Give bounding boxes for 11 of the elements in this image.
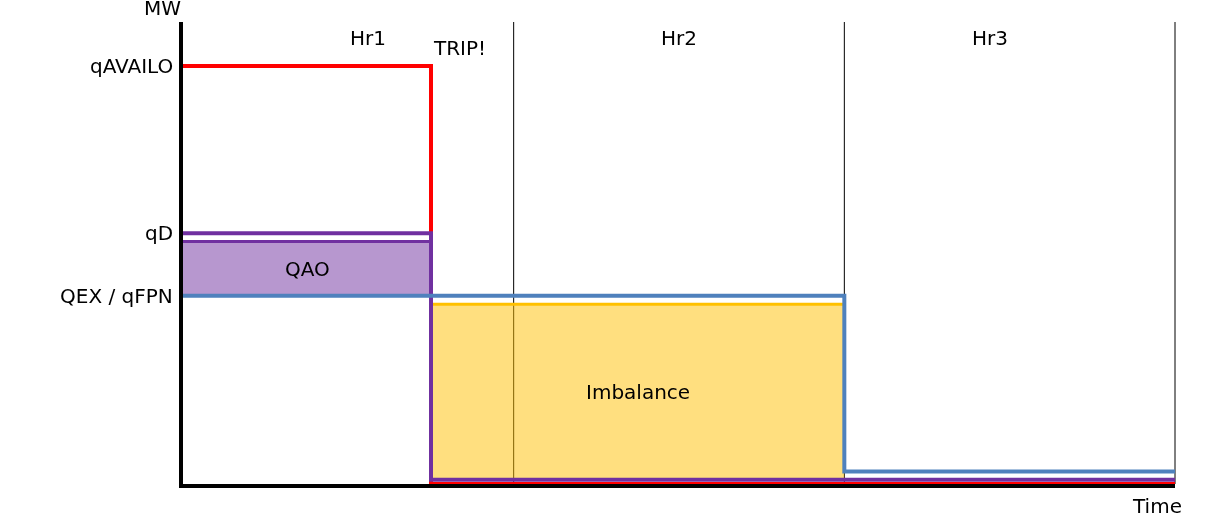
y-axis-title: MW: [144, 0, 182, 20]
text: QEX / qFPN: [60, 284, 173, 308]
text: qAVAILO: [90, 54, 174, 78]
x-axis-title: Time: [1132, 494, 1182, 518]
text: Hr1: [350, 26, 386, 50]
text: Hr2: [661, 26, 697, 50]
text: Hr3: [972, 26, 1008, 50]
text: TRIP!: [433, 36, 487, 60]
series-label: QAO: [285, 257, 330, 281]
text: qD: [145, 221, 174, 245]
series-label: Imbalance: [586, 380, 691, 404]
